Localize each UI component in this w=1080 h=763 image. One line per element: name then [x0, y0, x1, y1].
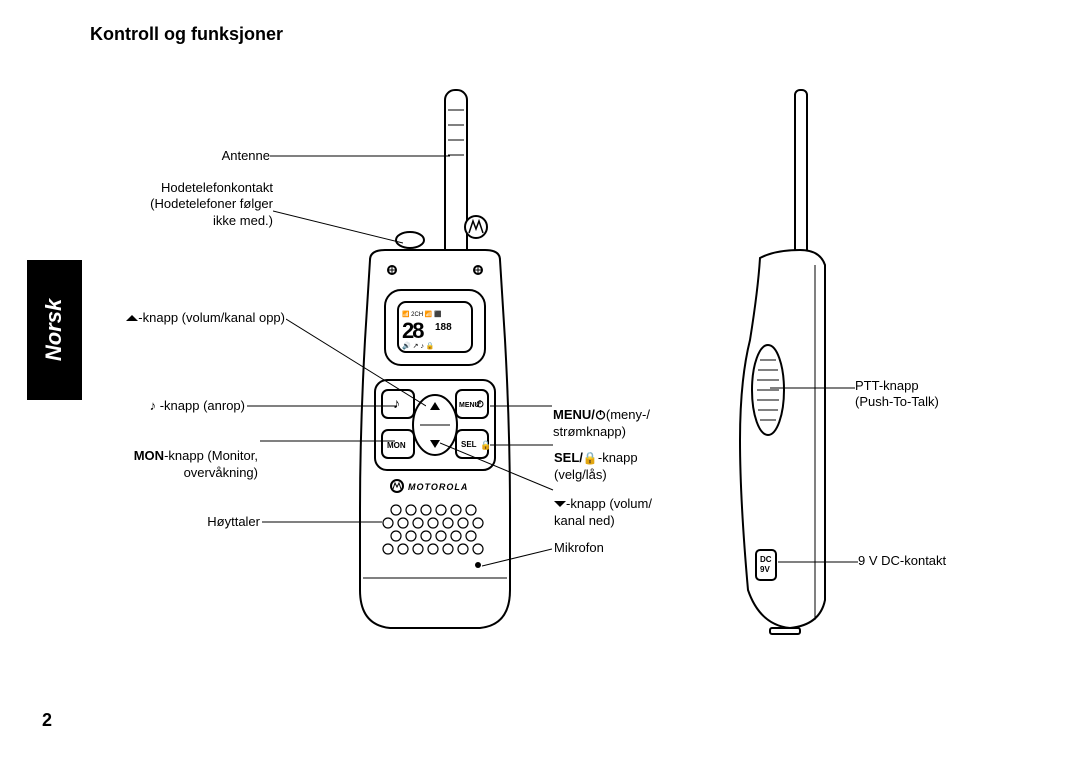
language-tab: Norsk [27, 260, 82, 400]
label-mic: Mikrofon [554, 540, 654, 556]
note-icon: ♪ [150, 398, 160, 413]
label-antenne: Antenne [140, 148, 270, 164]
language-label: Norsk [42, 299, 68, 361]
power-icon [595, 409, 606, 420]
label-ptt: PTT-knapp (Push-To-Talk) [855, 378, 975, 411]
label-down-btn: -knapp (volum/ kanal ned) [554, 480, 674, 529]
lock-icon: 🔒 [583, 451, 598, 465]
label-menu-btn: MENU/(meny-/ strømknapp) [553, 391, 673, 440]
label-mon-btn: MON-knapp (Monitor, overvåkning) [108, 432, 258, 481]
svg-text:9V: 9V [760, 565, 770, 574]
label-call-btn: ♪ -knapp (anrop) [135, 398, 245, 414]
label-sel-btn: SEL/🔒-knapp (velg/lås) [554, 434, 674, 483]
page-number: 2 [42, 710, 52, 731]
svg-text:188: 188 [435, 322, 452, 333]
label-up-btn: -knapp (volum/kanal opp) [100, 310, 285, 326]
svg-text:📶 2CH 📶 ⬛: 📶 2CH 📶 ⬛ [402, 310, 442, 318]
svg-text:MON: MON [387, 441, 406, 450]
radio-side-diagram: DC 9V [720, 80, 850, 640]
page-title: Kontroll og funksjoner [90, 24, 283, 45]
svg-text:MENU: MENU [459, 402, 480, 409]
triangle-down-icon [554, 501, 566, 509]
label-dc: 9 V DC-kontakt [858, 553, 978, 569]
svg-text:DC: DC [760, 555, 772, 564]
label-hodetelefon: Hodetelefonkontakt (Hodetelefoner følger… [118, 180, 273, 229]
triangle-up-icon [126, 315, 138, 323]
label-speaker: Høyttaler [180, 514, 260, 530]
